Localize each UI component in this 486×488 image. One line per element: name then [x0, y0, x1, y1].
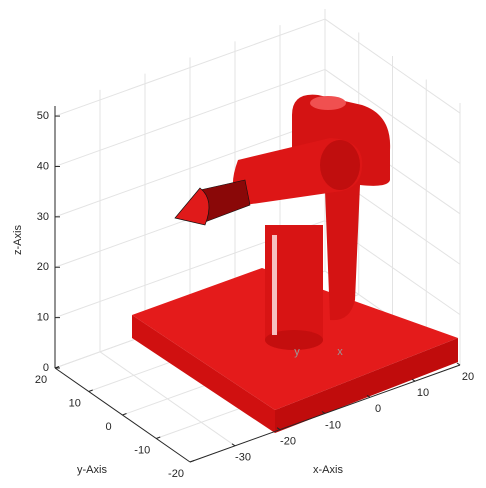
x-tick-label: 10: [417, 387, 429, 399]
z-tick-label: 40: [37, 160, 49, 172]
joint-top: [310, 96, 346, 110]
tick-mark: [89, 390, 93, 392]
x-axis-label: x-Axis: [313, 464, 343, 476]
frame-label: x: [337, 346, 343, 358]
x-tick-label: -10: [325, 419, 341, 431]
z-axis-label: z-Axis: [12, 225, 24, 255]
y-tick-label: -10: [134, 444, 150, 456]
x-tick-label: 0: [375, 403, 381, 415]
z-tick-label: 20: [37, 261, 49, 273]
axis-line: [55, 368, 190, 462]
z-tick-label: 10: [37, 312, 49, 324]
z-tick-label: 50: [37, 110, 49, 122]
robot-model: [132, 95, 458, 433]
highlight: [272, 235, 277, 335]
y-tick-label: 10: [69, 397, 81, 409]
tick-mark: [123, 414, 127, 416]
z-tick-label: 30: [37, 211, 49, 223]
tick-mark: [156, 437, 160, 439]
frame-label: y: [294, 346, 300, 358]
y-tick-label: -20: [168, 468, 184, 480]
z-tick-label: 0: [43, 362, 49, 374]
chart: 0 10 20 30 40 50 -30 -20 -10 0 10 20 -20 -10 0 10 20 z-A…: [0, 0, 486, 488]
elbow: [320, 140, 360, 190]
y-tick-label: 0: [105, 421, 111, 433]
y-tick-label: 20: [35, 374, 47, 386]
x-tick-label: 20: [462, 371, 474, 383]
y-axis-label: y-Axis: [77, 464, 107, 476]
x-tick-label: -30: [235, 452, 251, 464]
cone: [175, 188, 209, 225]
x-tick-label: -20: [280, 436, 296, 448]
